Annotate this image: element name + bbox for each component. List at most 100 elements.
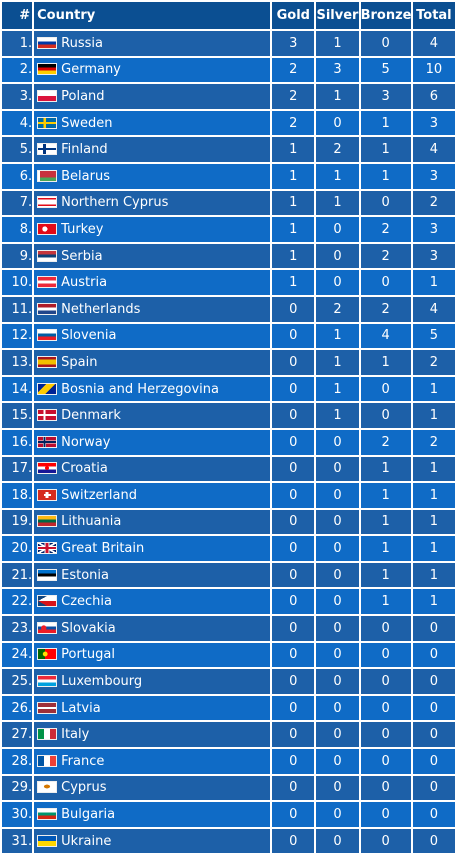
country-name[interactable]: Switzerland <box>61 487 137 503</box>
country-name[interactable]: Serbia <box>61 248 103 264</box>
silver-cell: 0 <box>316 270 359 295</box>
bronze-cell: 2 <box>360 243 411 269</box>
total-cell: 1 <box>412 456 455 482</box>
bronze-header[interactable]: Bronze <box>360 2 411 29</box>
slovakia-flag-icon <box>37 621 58 634</box>
spain-flag-icon <box>37 355 58 368</box>
cyprus-flag-icon <box>37 781 58 794</box>
table-row: 2. Germany 2 3 5 10 <box>2 57 455 83</box>
bronze-cell: 0 <box>360 190 411 216</box>
bronze-cell: 2 <box>360 296 411 322</box>
table-row: 9. Serbia 1 0 2 3 <box>2 243 455 269</box>
estonia-flag-icon <box>37 568 58 581</box>
bronze-cell: 0 <box>360 31 411 56</box>
silver-cell: 1 <box>316 84 359 109</box>
country-name[interactable]: Netherlands <box>61 301 141 317</box>
silver-cell: 0 <box>316 616 359 641</box>
country-cell: Italy <box>34 722 271 748</box>
country-name[interactable]: Bosnia and Herzegovina <box>61 381 219 397</box>
country-name[interactable]: Spain <box>61 354 98 370</box>
country-name[interactable]: Lithuania <box>61 514 122 530</box>
rank-cell: 4. <box>2 110 33 136</box>
country-name[interactable]: France <box>61 753 105 769</box>
gold-cell: 0 <box>272 642 315 668</box>
table-row: 31. Ukraine 0 0 0 0 <box>2 828 455 854</box>
table-row: 17. Croatia 0 0 1 1 <box>2 456 455 482</box>
gold-cell: 1 <box>272 270 315 295</box>
country-name[interactable]: Italy <box>61 727 90 743</box>
country-name[interactable]: Finland <box>61 142 108 158</box>
ukraine-flag-icon <box>37 834 58 847</box>
table-row: 7. Northern Cyprus 1 1 0 2 <box>2 190 455 216</box>
serbia-flag-icon <box>37 249 58 262</box>
country-name[interactable]: Slovakia <box>61 620 116 636</box>
gold-cell: 0 <box>272 722 315 748</box>
france-flag-icon <box>37 754 58 767</box>
silver-cell: 0 <box>316 243 359 269</box>
gold-cell: 1 <box>272 243 315 269</box>
country-name[interactable]: Latvia <box>61 700 101 716</box>
rank-cell: 21. <box>2 562 33 588</box>
country-cell: France <box>34 749 271 774</box>
bronze-cell: 0 <box>360 669 411 694</box>
table-row: 15. Denmark 0 1 0 1 <box>2 403 455 428</box>
country-name[interactable]: Estonia <box>61 567 109 583</box>
table-row: 20. Great Britain 0 0 1 1 <box>2 536 455 561</box>
table-row: 13. Spain 0 1 1 2 <box>2 350 455 375</box>
country-name[interactable]: Russia <box>61 35 103 51</box>
total-header[interactable]: Total <box>412 2 455 29</box>
bronze-cell: 0 <box>360 616 411 641</box>
silver-cell: 0 <box>316 456 359 482</box>
country-name[interactable]: Luxembourg <box>61 674 143 690</box>
total-cell: 3 <box>412 110 455 136</box>
country-name[interactable]: Slovenia <box>61 328 117 344</box>
country-cell: Cyprus <box>34 775 271 801</box>
gold-cell: 1 <box>272 163 315 189</box>
gold-cell: 0 <box>272 802 315 827</box>
gold-header[interactable]: Gold <box>272 2 315 29</box>
gold-cell: 0 <box>272 350 315 375</box>
country-name[interactable]: Cyprus <box>61 780 107 796</box>
silver-cell: 0 <box>316 589 359 615</box>
bronze-cell: 1 <box>360 509 411 535</box>
country-name[interactable]: Turkey <box>61 221 104 237</box>
gold-cell: 1 <box>272 137 315 162</box>
bronze-cell: 1 <box>360 483 411 508</box>
country-name[interactable]: Bulgaria <box>61 807 116 823</box>
rank-cell: 23. <box>2 616 33 641</box>
country-name[interactable]: Belarus <box>61 168 110 184</box>
silver-cell: 0 <box>316 429 359 455</box>
country-cell: Portugal <box>34 642 271 668</box>
country-name[interactable]: Ukraine <box>61 833 112 849</box>
silver-cell: 1 <box>316 403 359 428</box>
country-cell: Finland <box>34 137 271 162</box>
gold-cell: 0 <box>272 695 315 721</box>
country-name[interactable]: Great Britain <box>61 541 145 557</box>
bronze-cell: 0 <box>360 270 411 295</box>
country-name[interactable]: Denmark <box>61 408 121 424</box>
country-name[interactable]: Austria <box>61 275 108 291</box>
rank-header[interactable]: # <box>2 2 33 29</box>
bronze-cell: 1 <box>360 137 411 162</box>
rank-cell: 2. <box>2 57 33 83</box>
country-name[interactable]: Sweden <box>61 115 113 131</box>
poland-flag-icon <box>37 89 58 102</box>
country-name[interactable]: Croatia <box>61 461 108 477</box>
country-cell: Czechia <box>34 589 271 615</box>
rank-cell: 30. <box>2 802 33 827</box>
gold-cell: 0 <box>272 509 315 535</box>
gold-cell: 0 <box>272 376 315 402</box>
country-name[interactable]: Northern Cyprus <box>61 195 169 211</box>
country-name[interactable]: Germany <box>61 62 121 78</box>
country-header[interactable]: Country <box>34 2 271 29</box>
silver-header[interactable]: Silver <box>316 2 359 29</box>
table-row: 23. Slovakia 0 0 0 0 <box>2 616 455 641</box>
country-cell: Germany <box>34 57 271 83</box>
country-name[interactable]: Portugal <box>61 647 115 663</box>
northern-cyprus-flag-icon <box>37 196 58 209</box>
country-name[interactable]: Poland <box>61 88 105 104</box>
total-cell: 0 <box>412 749 455 774</box>
country-name[interactable]: Czechia <box>61 594 112 610</box>
country-name[interactable]: Norway <box>61 434 111 450</box>
country-cell: Northern Cyprus <box>34 190 271 216</box>
